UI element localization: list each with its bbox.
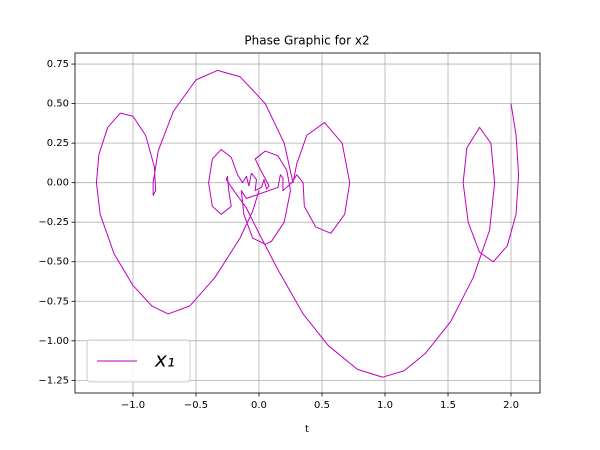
- y-tick-label: 0.00: [47, 178, 69, 189]
- chart-title: Phase Graphic for x2: [244, 34, 369, 48]
- legend-box: [86, 339, 191, 383]
- y-tick-label: −1.25: [38, 375, 69, 386]
- x-tick-label: 0.5: [314, 400, 330, 411]
- y-tick-label: −0.75: [38, 296, 69, 307]
- y-tick-label: −0.50: [38, 257, 69, 268]
- legend-text: x₁: [154, 348, 175, 372]
- y-tick-label: 0.50: [47, 99, 69, 110]
- plot-frame: [74, 52, 541, 394]
- x-tick-label: 1.0: [377, 400, 393, 411]
- x-tick-label: −0.5: [184, 400, 208, 411]
- y-tick-label: 0.75: [47, 59, 69, 70]
- x-tick-label: 1.5: [440, 400, 456, 411]
- x-tick-label: 2.0: [503, 400, 519, 411]
- y-tick-label: −0.25: [38, 217, 69, 228]
- y-tick-label: 0.25: [47, 138, 69, 149]
- x-tick-label: 0.0: [251, 400, 267, 411]
- data-line: [95, 69, 520, 378]
- x-axis-label: t: [305, 424, 309, 435]
- x-tick-label: −1.0: [121, 400, 145, 411]
- y-tick-label: −1.00: [38, 336, 69, 347]
